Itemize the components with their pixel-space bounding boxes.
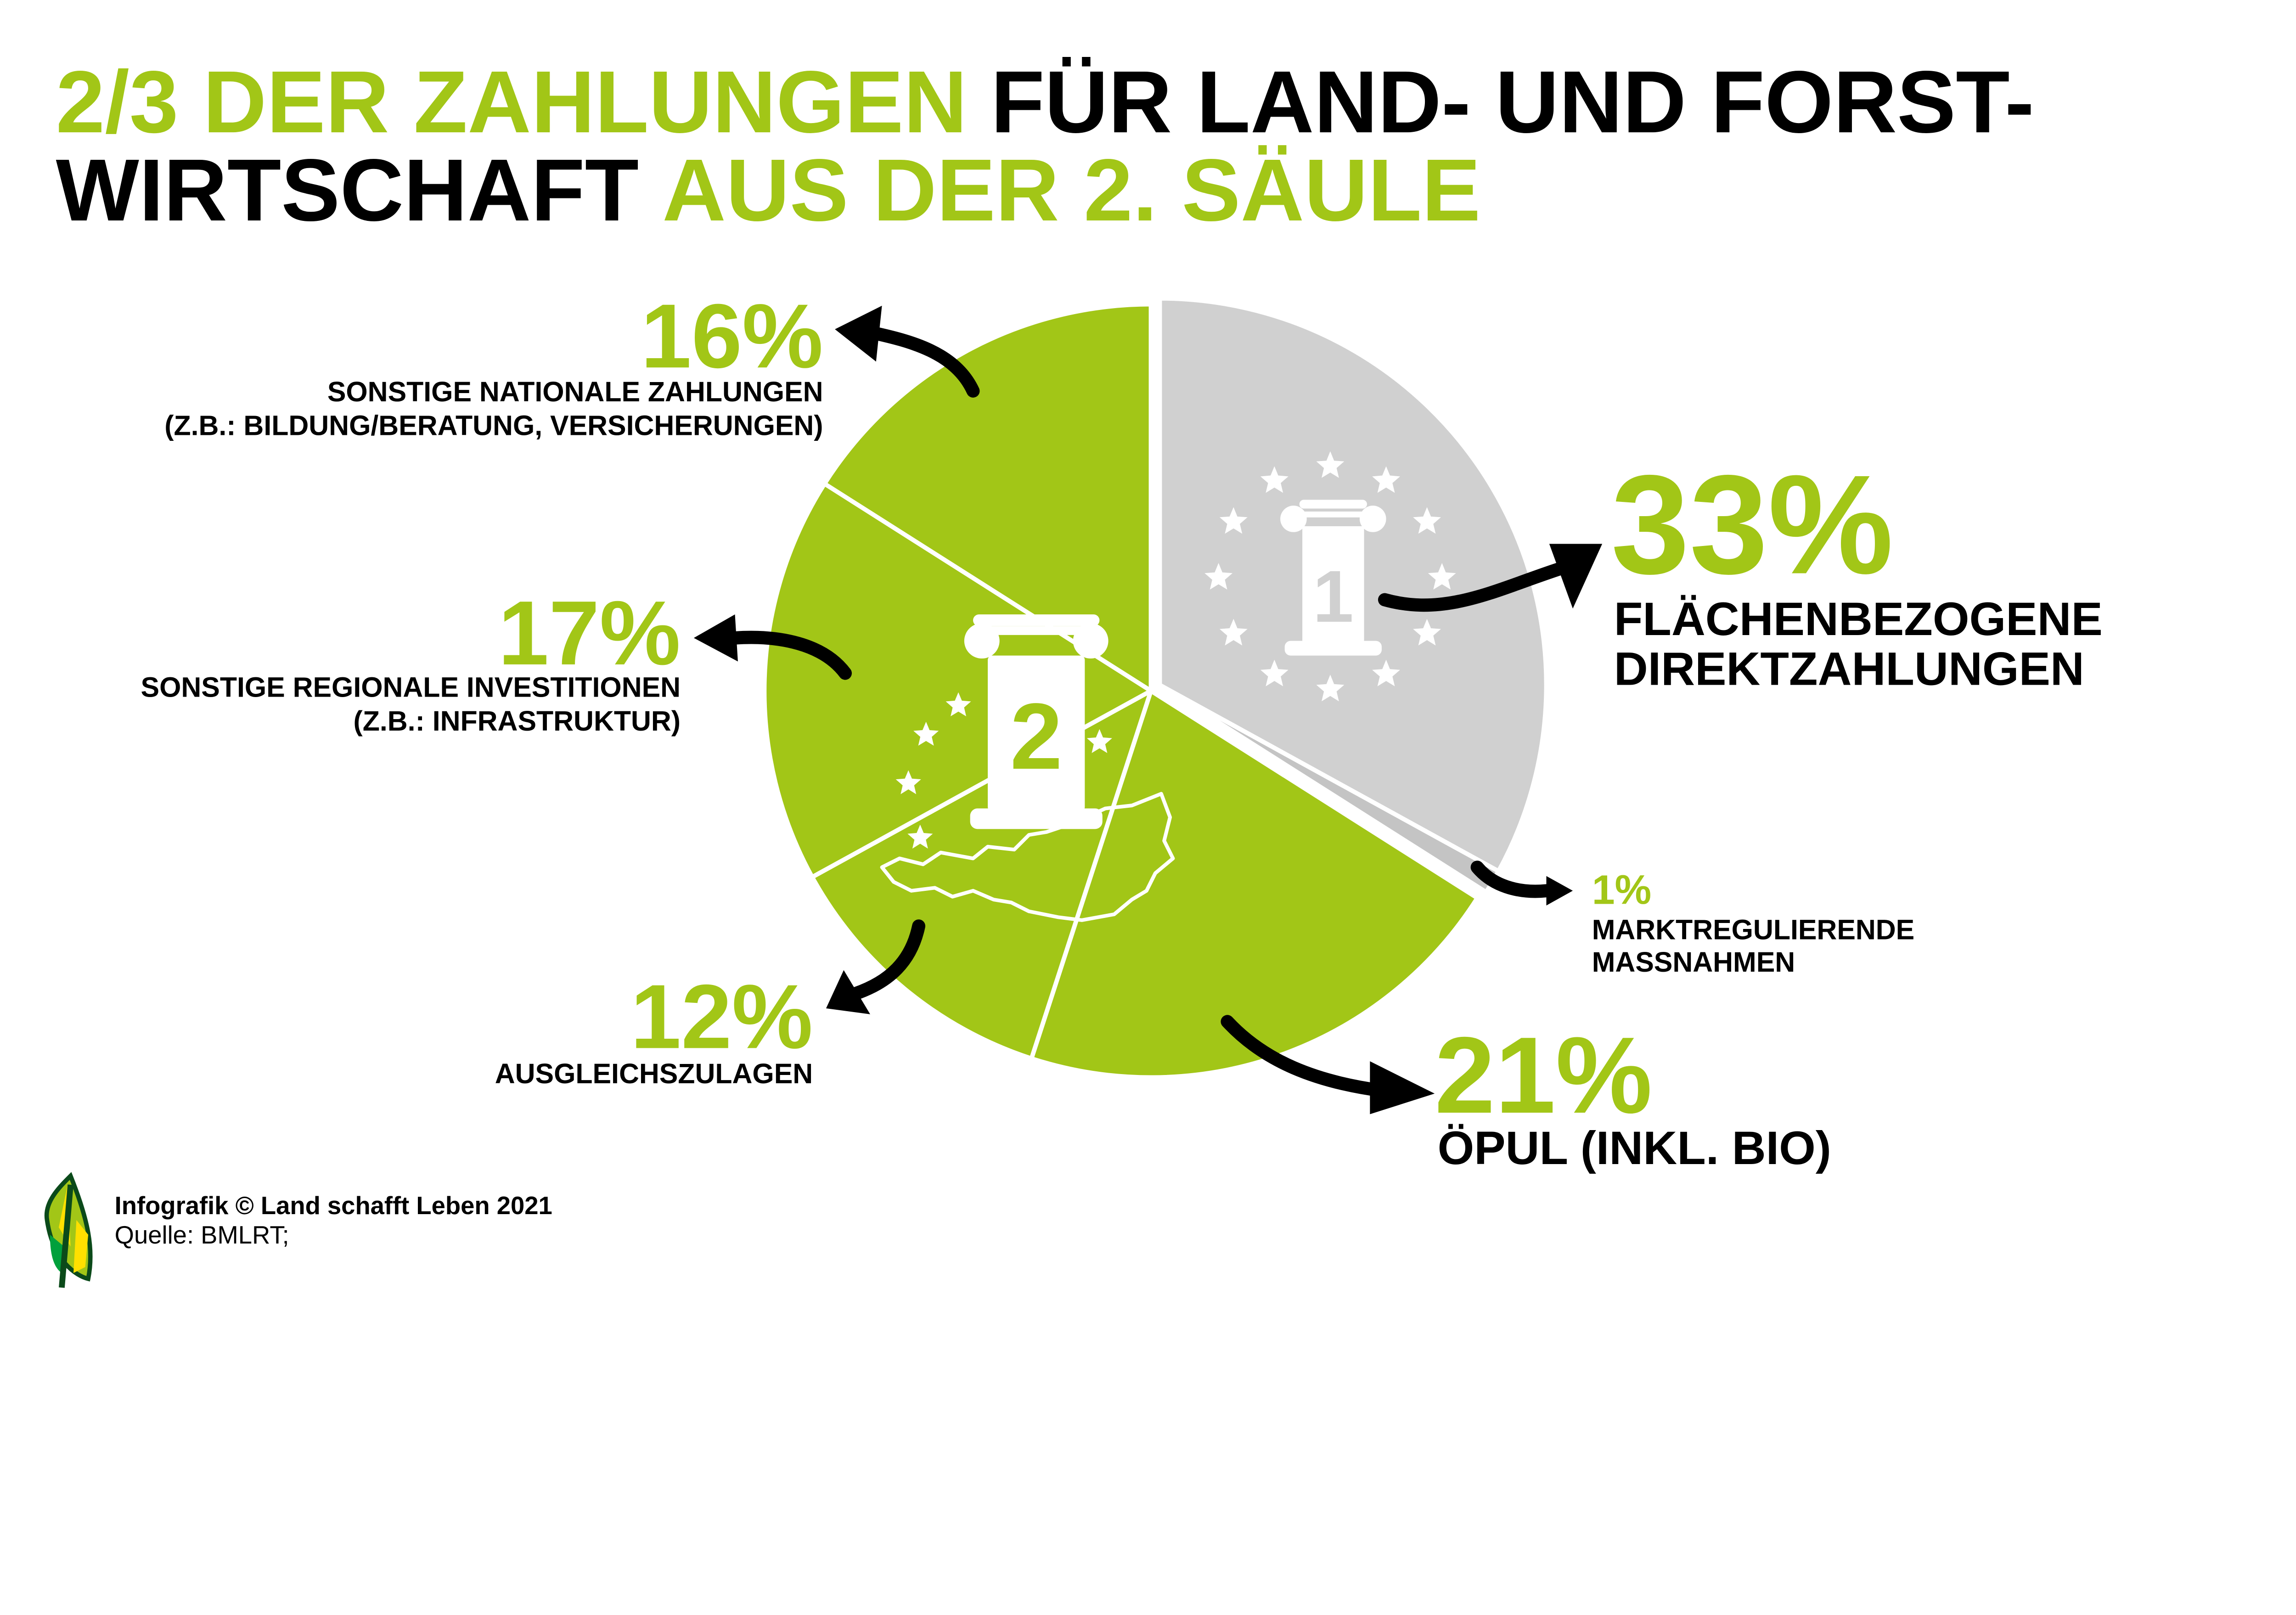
- footer-source: Quelle: BMLRT;: [115, 1221, 289, 1249]
- title-black-part: WIRTSCHAFT: [56, 141, 639, 239]
- star-icon: [895, 770, 921, 794]
- star-icon: [1316, 451, 1345, 478]
- label-direkt: FLÄCHENBEZOGENE: [1614, 592, 2103, 645]
- percent-direkt: 33%: [1611, 446, 1893, 603]
- arrow-icon-markt: [1470, 861, 1573, 906]
- star-icon: [1428, 563, 1456, 590]
- arrow-icon-direkt: [1378, 544, 1603, 612]
- star-icon: [1413, 619, 1441, 646]
- star-icon: [1260, 659, 1289, 687]
- stars-group: [895, 692, 1112, 849]
- label-regional: SONSTIGE REGIONALE INVESTITIONEN: [141, 671, 681, 703]
- label-direkt-2: DIREKTZAHLUNGEN: [1614, 642, 2084, 695]
- label-oepul: ÖPUL (INKL. BIO): [1438, 1121, 1831, 1174]
- star-icon: [1372, 659, 1400, 687]
- label-ausgleich: AUSGLEICHSZULAGEN: [495, 1058, 813, 1089]
- arrow-icon-ausgleich: [826, 919, 926, 1014]
- arrows: [693, 305, 1603, 1114]
- star-icon: [1316, 675, 1345, 702]
- infographic: 2/3 DER ZAHLUNGEN FÜR LAND- UND FORST- WI…: [44, 52, 2103, 1288]
- star-icon: [945, 692, 971, 716]
- label-national-sub: (Z.B.: BILDUNG/BERATUNG, VERSICHERUNGEN): [164, 410, 823, 441]
- percent-markt: 1%: [1592, 867, 1652, 913]
- label-national: SONSTIGE NATIONALE ZAHLUNGEN: [327, 376, 823, 407]
- label-markt: MARKTREGULIERENDE: [1592, 914, 1915, 945]
- leaf-logo-icon: [44, 1172, 93, 1288]
- star-icon: [1372, 466, 1400, 493]
- pillar-2-icon: 2: [895, 614, 1112, 849]
- star-icon: [1204, 563, 1233, 590]
- label-regional-sub: (Z.B.: INFRASTRUKTUR): [354, 705, 681, 737]
- star-icon: [1219, 619, 1248, 646]
- percent-oepul: 21%: [1435, 1015, 1652, 1136]
- star-icon: [1219, 507, 1248, 534]
- percent-regional: 17%: [498, 582, 681, 684]
- eu-pillar-1-icon: 1: [1204, 451, 1456, 702]
- title-green-part: AUS DER 2. SÄULE: [662, 141, 1480, 239]
- percent-ausgleich: 12%: [630, 966, 813, 1068]
- arrow-icon-national: [835, 305, 980, 398]
- star-icon: [1086, 729, 1112, 753]
- arrow-icon-oepul: [1221, 1015, 1435, 1114]
- stars-ring: [1204, 451, 1456, 702]
- pillar-number-2: 2: [1010, 684, 1063, 789]
- star-icon: [1260, 466, 1289, 493]
- star-icon: [913, 721, 939, 746]
- label-markt-2: MASSNAHMEN: [1592, 946, 1795, 978]
- pie-slice-oepul: [1029, 688, 1480, 1080]
- pillar-number-1: 1: [1313, 555, 1354, 637]
- title-line-2: WIRTSCHAFT AUS DER 2. SÄULE: [56, 141, 1481, 239]
- star-icon: [907, 824, 933, 849]
- arrow-icon-regional: [693, 614, 852, 680]
- title-line-1: 2/3 DER ZAHLUNGEN FÜR LAND- UND FORST-: [56, 52, 2034, 151]
- pie-slice-regional: [762, 481, 1154, 879]
- title-green-part: 2/3 DER ZAHLUNGEN: [56, 52, 968, 151]
- title-black-part: FÜR LAND- UND FORST-: [991, 52, 2034, 151]
- star-icon: [1413, 507, 1441, 534]
- pie-chart: [762, 296, 1549, 1080]
- percent-national: 16%: [641, 285, 823, 387]
- austria-outline-icon: [880, 792, 1175, 922]
- footer-credit: Infografik © Land schafft Leben 2021: [115, 1192, 552, 1220]
- pie-slice-national: [822, 302, 1154, 693]
